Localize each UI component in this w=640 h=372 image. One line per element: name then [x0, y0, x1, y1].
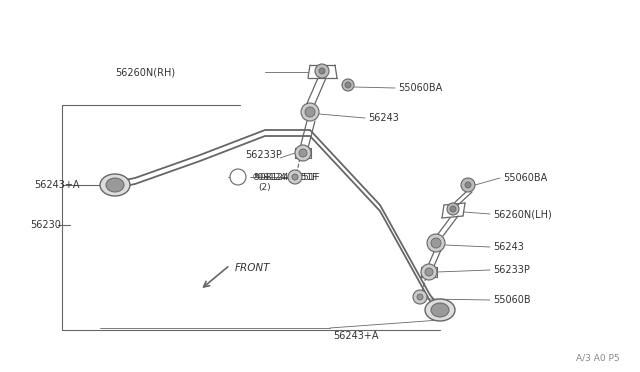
Text: 55060BA: 55060BA [503, 173, 547, 183]
Ellipse shape [425, 299, 455, 321]
Circle shape [421, 264, 437, 280]
Circle shape [450, 206, 456, 212]
Text: 56260N(RH): 56260N(RH) [115, 67, 175, 77]
Text: 56230: 56230 [30, 220, 61, 230]
Text: FRONT: FRONT [235, 263, 271, 273]
Circle shape [425, 268, 433, 276]
Text: °08124-0251F: °08124-0251F [253, 173, 317, 182]
Text: 56243: 56243 [368, 113, 399, 123]
Circle shape [315, 64, 329, 78]
Circle shape [288, 170, 302, 184]
Circle shape [299, 149, 307, 157]
Circle shape [319, 68, 325, 74]
Text: 55060BA: 55060BA [398, 83, 442, 93]
Circle shape [305, 107, 315, 117]
Circle shape [301, 103, 319, 121]
Text: 56233P: 56233P [493, 265, 530, 275]
Circle shape [431, 238, 441, 248]
Circle shape [230, 169, 246, 185]
Text: A/3 A0 P5: A/3 A0 P5 [577, 353, 620, 362]
Text: ®08124-0251F: ®08124-0251F [252, 173, 321, 182]
Circle shape [461, 178, 475, 192]
Text: 56260N(LH): 56260N(LH) [493, 209, 552, 219]
Text: 55060B: 55060B [493, 295, 531, 305]
Circle shape [447, 203, 459, 215]
Text: 56243+A: 56243+A [35, 180, 80, 190]
Circle shape [345, 82, 351, 88]
Ellipse shape [100, 174, 130, 196]
Circle shape [413, 290, 427, 304]
Text: 56233P: 56233P [245, 150, 282, 160]
Text: 56243+A: 56243+A [333, 331, 378, 341]
Circle shape [417, 294, 423, 300]
Circle shape [342, 79, 354, 91]
Text: (2): (2) [258, 183, 271, 192]
Circle shape [427, 234, 445, 252]
Ellipse shape [106, 178, 124, 192]
Circle shape [465, 182, 471, 188]
Text: 56243: 56243 [493, 242, 524, 252]
Ellipse shape [431, 303, 449, 317]
Circle shape [292, 174, 298, 180]
Text: B: B [236, 173, 241, 182]
Circle shape [295, 145, 311, 161]
